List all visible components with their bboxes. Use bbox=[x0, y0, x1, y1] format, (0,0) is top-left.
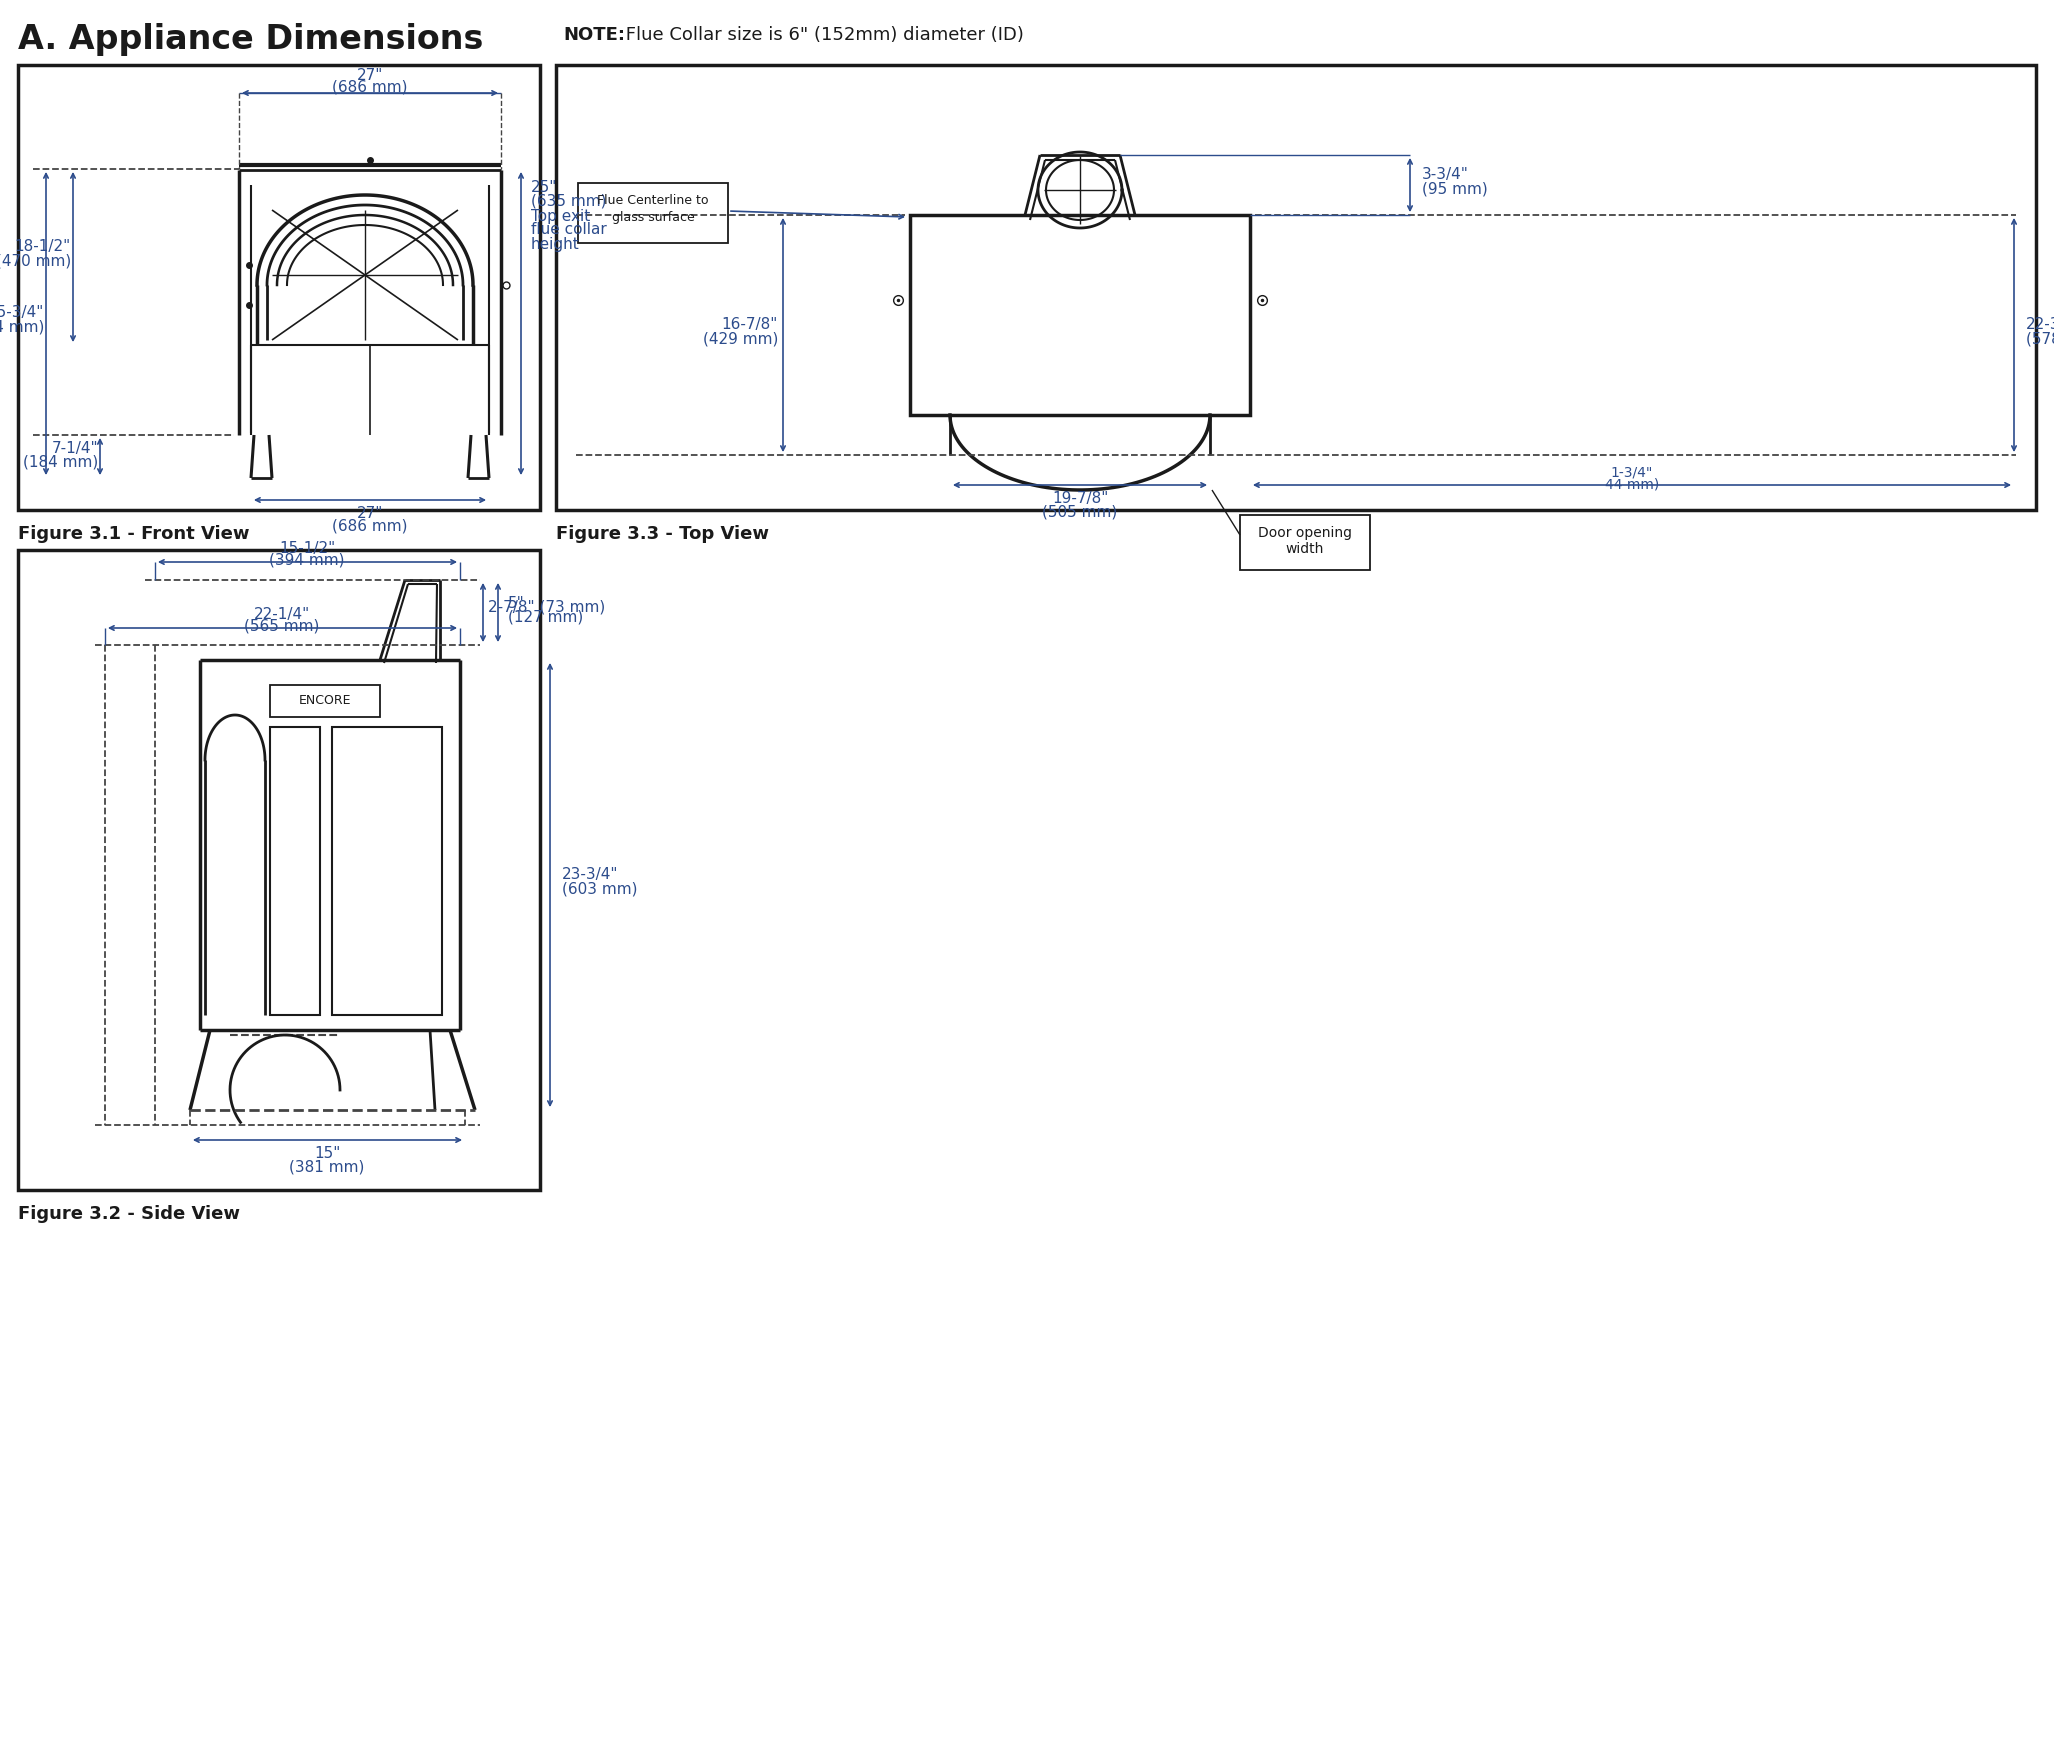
Text: 44 mm): 44 mm) bbox=[1604, 478, 1660, 492]
Text: (686 mm): (686 mm) bbox=[333, 519, 409, 533]
Text: Figure 3.3 - Top View: Figure 3.3 - Top View bbox=[557, 526, 768, 543]
Text: 1-3/4": 1-3/4" bbox=[1610, 466, 1653, 480]
Text: 25-3/4": 25-3/4" bbox=[0, 305, 43, 321]
Text: Figure 3.2 - Side View: Figure 3.2 - Side View bbox=[18, 1205, 240, 1222]
Text: 7-1/4": 7-1/4" bbox=[51, 441, 99, 455]
Text: (429 mm): (429 mm) bbox=[702, 332, 778, 346]
Text: 16-7/8": 16-7/8" bbox=[721, 318, 778, 332]
Text: 18-1/2": 18-1/2" bbox=[14, 240, 72, 254]
Text: 22-1/4": 22-1/4" bbox=[255, 607, 310, 621]
Text: 5": 5" bbox=[507, 596, 524, 612]
Bar bbox=[269, 727, 320, 1014]
Text: (184 mm): (184 mm) bbox=[23, 455, 99, 469]
Text: 3-3/4": 3-3/4" bbox=[1421, 168, 1469, 182]
Text: (565 mm): (565 mm) bbox=[244, 619, 320, 633]
Text: (635 mm): (635 mm) bbox=[532, 194, 606, 208]
Text: A. Appliance Dimensions: A. Appliance Dimensions bbox=[18, 23, 483, 56]
Text: (95 mm): (95 mm) bbox=[1421, 182, 1487, 196]
Text: 22-3/4": 22-3/4" bbox=[2025, 318, 2054, 332]
Text: Flue Centerline to: Flue Centerline to bbox=[598, 194, 709, 208]
Bar bbox=[269, 684, 380, 716]
Text: 27": 27" bbox=[357, 506, 384, 522]
Text: 27": 27" bbox=[357, 67, 384, 83]
Text: Door opening: Door opening bbox=[1257, 526, 1352, 540]
Text: (127 mm): (127 mm) bbox=[507, 610, 583, 624]
Bar bbox=[557, 65, 2036, 510]
Text: Figure 3.1 - Front View: Figure 3.1 - Front View bbox=[18, 526, 249, 543]
Text: height: height bbox=[532, 236, 579, 252]
Bar bbox=[910, 215, 1251, 415]
Text: 15-1/2": 15-1/2" bbox=[279, 540, 335, 556]
Bar bbox=[333, 727, 442, 1014]
Text: 15": 15" bbox=[314, 1147, 341, 1161]
Text: (686 mm): (686 mm) bbox=[333, 79, 409, 95]
Text: 25": 25" bbox=[532, 180, 557, 194]
Text: (381 mm): (381 mm) bbox=[290, 1159, 366, 1175]
Text: (578 mm): (578 mm) bbox=[2025, 332, 2054, 346]
Text: Flue Collar size is 6" (152mm) diameter (ID): Flue Collar size is 6" (152mm) diameter … bbox=[620, 26, 1023, 44]
Text: ENCORE: ENCORE bbox=[298, 695, 351, 707]
Text: width: width bbox=[1286, 542, 1325, 556]
Bar bbox=[577, 183, 727, 243]
Bar bbox=[1241, 515, 1370, 570]
Text: (394 mm): (394 mm) bbox=[269, 552, 345, 568]
Text: NOTE:: NOTE: bbox=[563, 26, 624, 44]
Text: (470 mm): (470 mm) bbox=[0, 254, 72, 268]
Bar bbox=[18, 65, 540, 510]
Text: 23-3/4": 23-3/4" bbox=[563, 868, 618, 882]
Text: glass surface: glass surface bbox=[612, 210, 694, 224]
Text: (505 mm): (505 mm) bbox=[1041, 505, 1117, 520]
Text: 2-7/8" (73 mm): 2-7/8" (73 mm) bbox=[489, 600, 606, 614]
Text: 19-7/8": 19-7/8" bbox=[1052, 492, 1109, 506]
Bar bbox=[18, 550, 540, 1191]
Text: flue collar: flue collar bbox=[532, 222, 606, 238]
Text: (654 mm): (654 mm) bbox=[0, 319, 43, 335]
Text: (603 mm): (603 mm) bbox=[563, 882, 637, 896]
Text: Top exit: Top exit bbox=[532, 208, 589, 224]
